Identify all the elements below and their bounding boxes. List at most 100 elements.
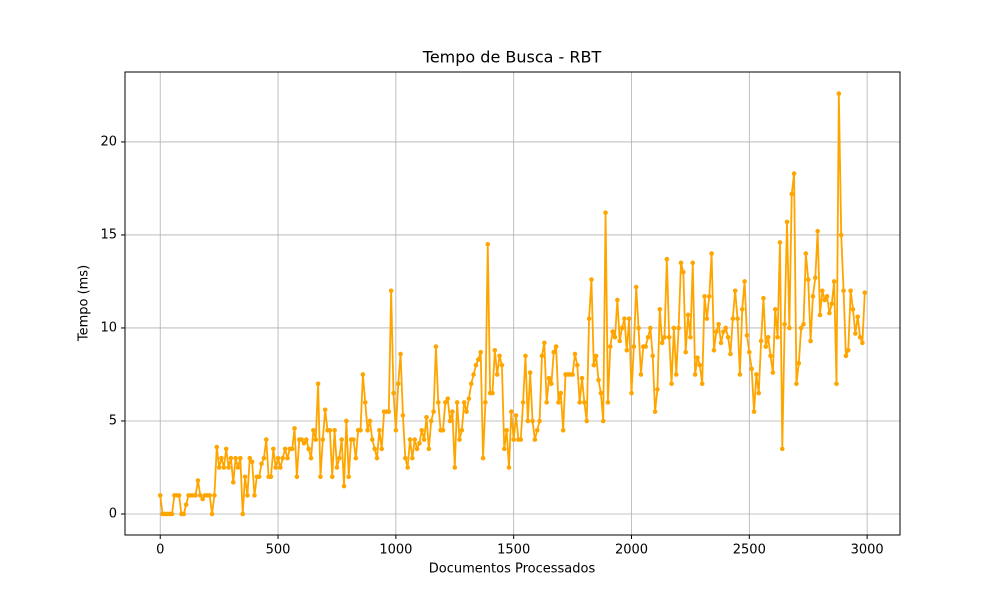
- point: [589, 277, 594, 282]
- point: [212, 493, 217, 498]
- point: [256, 474, 262, 480]
- point: [763, 344, 769, 349]
- y-tick-label: 0: [109, 506, 117, 521]
- point: [534, 427, 540, 433]
- point: [841, 288, 846, 294]
- point: [678, 260, 684, 266]
- point: [388, 288, 394, 294]
- point: [666, 334, 672, 340]
- point: [834, 381, 839, 387]
- point: [313, 437, 319, 442]
- point: [530, 418, 535, 424]
- point: [372, 446, 377, 452]
- point: [440, 427, 446, 433]
- point: [207, 493, 213, 498]
- point: [718, 340, 724, 346]
- point: [511, 437, 516, 442]
- point: [400, 413, 406, 418]
- point: [379, 446, 385, 452]
- point: [238, 455, 243, 461]
- point: [723, 325, 729, 331]
- point: [560, 427, 566, 433]
- point: [414, 446, 420, 452]
- point: [292, 426, 297, 431]
- point: [273, 465, 278, 470]
- point: [501, 446, 507, 452]
- point: [596, 377, 601, 383]
- point: [301, 440, 307, 446]
- point: [801, 321, 806, 327]
- point: [299, 437, 304, 442]
- point: [209, 511, 215, 517]
- point: [805, 277, 811, 282]
- point: [629, 390, 634, 396]
- point: [756, 390, 762, 396]
- point: [843, 353, 849, 359]
- point: [346, 474, 352, 480]
- point: [761, 295, 766, 301]
- point: [367, 418, 373, 424]
- point: [315, 381, 321, 387]
- point: [308, 455, 314, 461]
- point: [490, 390, 495, 396]
- point: [768, 353, 773, 359]
- point: [862, 290, 868, 295]
- point: [499, 362, 505, 368]
- x-tick-label: 0: [156, 543, 164, 558]
- point: [476, 357, 481, 362]
- point: [483, 400, 488, 405]
- point: [362, 400, 368, 405]
- point: [322, 407, 328, 413]
- point: [402, 455, 408, 461]
- point: [570, 372, 575, 377]
- point: [827, 310, 832, 316]
- point: [247, 455, 253, 461]
- point: [754, 372, 759, 377]
- point: [556, 400, 561, 405]
- point: [709, 251, 714, 256]
- point: [518, 437, 524, 442]
- point: [245, 493, 250, 498]
- point: [509, 409, 514, 414]
- point: [546, 375, 552, 381]
- y-tick-label: 10: [100, 320, 117, 335]
- point: [181, 511, 187, 517]
- point: [527, 370, 533, 375]
- point: [706, 294, 712, 299]
- point: [603, 210, 608, 215]
- point: [728, 351, 733, 357]
- y-tick-label: 15: [100, 227, 117, 242]
- point: [480, 455, 486, 461]
- point: [648, 325, 653, 331]
- point: [610, 329, 615, 334]
- point: [523, 353, 528, 359]
- point: [730, 316, 736, 321]
- point: [466, 396, 472, 401]
- point: [815, 228, 820, 234]
- point: [638, 372, 644, 377]
- point: [803, 251, 809, 256]
- point: [445, 396, 451, 401]
- point: [857, 334, 863, 340]
- point: [810, 294, 816, 299]
- point: [419, 427, 425, 433]
- point: [749, 366, 754, 372]
- point: [485, 241, 491, 247]
- point: [584, 418, 590, 424]
- point: [320, 437, 326, 442]
- point: [433, 344, 439, 349]
- point: [219, 455, 224, 461]
- point: [558, 390, 564, 396]
- point: [582, 400, 587, 405]
- point: [176, 493, 182, 498]
- point: [631, 344, 637, 349]
- x-tick-label: 2500: [733, 543, 766, 558]
- point: [230, 480, 236, 485]
- y-axis-label: Tempo (ms): [77, 265, 92, 342]
- point: [699, 381, 705, 387]
- point: [549, 381, 554, 387]
- point: [358, 427, 363, 433]
- point: [537, 418, 542, 424]
- point: [855, 314, 861, 320]
